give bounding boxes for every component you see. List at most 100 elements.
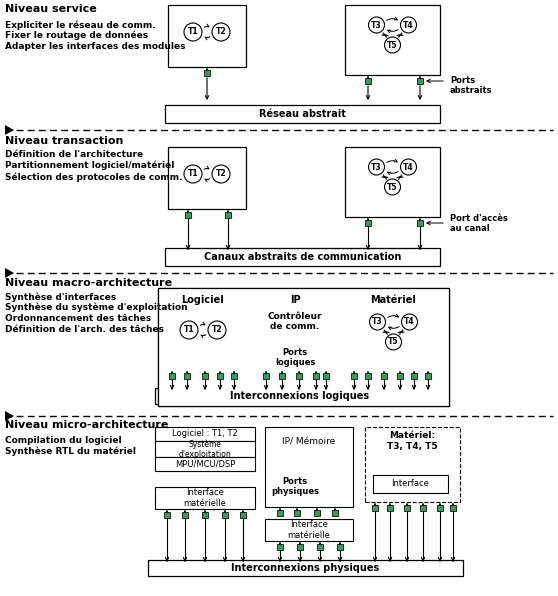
Bar	[185, 212, 191, 218]
Text: Matériel: Matériel	[371, 295, 416, 305]
Bar	[182, 512, 187, 518]
Text: Niveau transaction: Niveau transaction	[5, 136, 123, 146]
Bar	[158, 288, 449, 406]
Text: Canaux abstraits de communication: Canaux abstraits de communication	[204, 252, 401, 262]
Bar	[365, 427, 460, 502]
Text: Définition de l'arch. des tâches: Définition de l'arch. des tâches	[5, 325, 164, 334]
Polygon shape	[5, 125, 14, 135]
Bar	[231, 373, 237, 378]
Bar	[381, 373, 387, 378]
Text: T1: T1	[184, 325, 194, 334]
Text: Expliciter le réseau de comm.: Expliciter le réseau de comm.	[5, 20, 156, 29]
Polygon shape	[5, 268, 14, 278]
Bar	[222, 512, 228, 518]
Text: Ordonnancement des tâches: Ordonnancement des tâches	[5, 314, 151, 323]
Bar	[168, 147, 246, 209]
Bar	[397, 373, 403, 378]
Bar	[420, 505, 426, 511]
Bar	[169, 373, 175, 378]
Bar	[450, 505, 456, 511]
Text: Définition de l'architecture: Définition de l'architecture	[5, 150, 143, 159]
Bar	[155, 427, 255, 441]
Bar	[314, 510, 320, 516]
Text: T1: T1	[187, 27, 198, 36]
Bar	[365, 221, 371, 226]
Bar	[155, 487, 255, 509]
Bar	[346, 290, 441, 370]
Text: Ports
physiques: Ports physiques	[271, 477, 319, 496]
Text: Niveau service: Niveau service	[5, 4, 97, 14]
Bar	[202, 512, 208, 518]
Bar	[148, 560, 463, 576]
Text: Interconnexions logiques: Interconnexions logiques	[230, 391, 369, 401]
Bar	[164, 512, 170, 518]
Bar	[155, 457, 255, 471]
Bar	[240, 512, 246, 518]
Bar	[263, 373, 269, 378]
Bar	[318, 544, 323, 550]
Bar	[217, 373, 223, 378]
Text: Contrôleur
de comm.: Contrôleur de comm.	[268, 312, 323, 331]
Bar	[165, 105, 440, 123]
Text: Synthèse RTL du matériel: Synthèse RTL du matériel	[5, 447, 136, 457]
Text: T5: T5	[387, 41, 398, 49]
Text: T2: T2	[216, 169, 227, 178]
Bar	[265, 519, 353, 541]
Bar	[417, 221, 423, 226]
Bar	[265, 427, 353, 507]
Text: T3: T3	[371, 163, 382, 172]
Text: T3: T3	[372, 318, 383, 327]
Text: T5: T5	[388, 337, 399, 346]
Bar	[296, 373, 302, 378]
Text: T2: T2	[216, 27, 227, 36]
Text: T1: T1	[187, 169, 198, 178]
Bar	[404, 505, 410, 511]
Bar	[351, 373, 357, 378]
Bar	[297, 544, 303, 550]
Text: T4: T4	[404, 318, 415, 327]
Text: Sélection des protocoles de comm.: Sélection des protocoles de comm.	[5, 172, 182, 182]
Bar	[294, 510, 300, 516]
Text: Niveau micro-architecture: Niveau micro-architecture	[5, 420, 169, 430]
Text: Adapter les interfaces des modules: Adapter les interfaces des modules	[5, 42, 185, 51]
Text: IP: IP	[290, 295, 300, 305]
Text: Interconnexions physiques: Interconnexions physiques	[232, 563, 379, 573]
Bar	[277, 510, 283, 516]
Text: MPU/MCU/DSP: MPU/MCU/DSP	[175, 460, 235, 468]
Text: Logiciel : T1, T2: Logiciel : T1, T2	[172, 430, 238, 439]
Bar	[155, 388, 445, 404]
Text: Ports
abstraits: Ports abstraits	[450, 76, 493, 95]
Bar	[337, 544, 343, 550]
Text: Interface: Interface	[392, 480, 430, 489]
Bar	[202, 373, 208, 378]
Bar	[373, 475, 448, 493]
Text: Interface
matérielle: Interface matérielle	[184, 488, 227, 508]
Bar	[165, 248, 440, 266]
Bar	[254, 290, 336, 370]
Text: Ports
logiques: Ports logiques	[275, 348, 315, 367]
Bar	[437, 505, 442, 511]
Text: Matériel:
T3, T4, T5: Matériel: T3, T4, T5	[387, 432, 438, 451]
Bar	[425, 373, 431, 378]
Text: Port d'accès
au canal: Port d'accès au canal	[450, 214, 508, 234]
Text: T4: T4	[403, 20, 414, 29]
Text: Partitionnement logiciel/matériel: Partitionnement logiciel/matériel	[5, 161, 174, 170]
Bar	[279, 373, 285, 378]
Bar	[345, 5, 440, 75]
Text: Interface
matérielle: Interface matérielle	[287, 520, 330, 540]
Text: Logiciel: Logiciel	[181, 295, 224, 305]
Text: T5: T5	[387, 182, 398, 191]
Text: Synthèse du système d'exploitation: Synthèse du système d'exploitation	[5, 303, 187, 312]
Text: Compilation du logiciel: Compilation du logiciel	[5, 436, 122, 445]
Bar	[387, 505, 393, 511]
Text: T3: T3	[371, 20, 382, 29]
Text: T4: T4	[403, 163, 414, 172]
Bar	[365, 78, 371, 84]
Bar	[365, 373, 371, 378]
Bar	[204, 70, 210, 76]
Bar	[225, 212, 231, 218]
Text: Synthèse d'interfaces: Synthèse d'interfaces	[5, 292, 116, 302]
Text: Fixer le routage de données: Fixer le routage de données	[5, 31, 148, 41]
Bar	[332, 510, 338, 516]
Bar	[345, 147, 440, 217]
